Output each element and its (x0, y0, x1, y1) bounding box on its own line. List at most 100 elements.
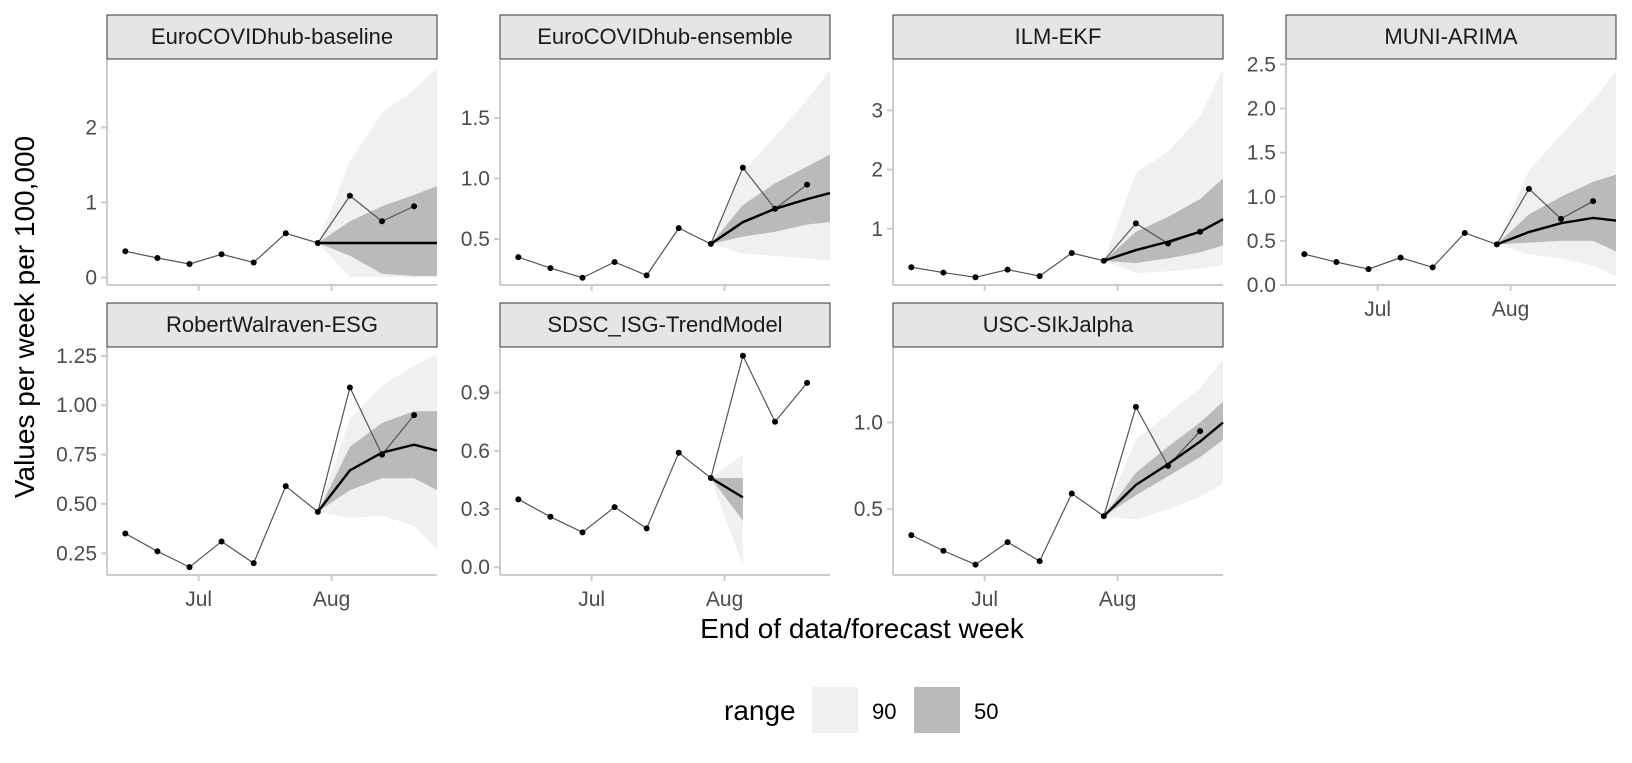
y-tick-label: 0.9 (461, 382, 490, 405)
observed-point (1004, 539, 1011, 546)
y-tick-label: 1 (85, 192, 97, 215)
observed-point (1004, 266, 1011, 273)
y-tick-label: 0.75 (56, 444, 97, 467)
observed-point (282, 230, 289, 237)
y-tick-label: 0.50 (56, 493, 97, 516)
observed-line (1304, 187, 1594, 270)
legend-swatch-90 (812, 687, 858, 733)
y-tick-label: 0.0 (1247, 274, 1276, 297)
observed-point (250, 259, 257, 266)
facet-panel: SDSC_ISG-TrendModel 0.0 0.3 0.6 0.9 Jul Aug (461, 302, 831, 611)
observed-point (675, 225, 682, 232)
facet-strip (106, 14, 438, 60)
observed-point (1590, 198, 1597, 205)
facet-panel: USC-SIkJalpha 0.5 1.0 Jul Aug (854, 302, 1224, 611)
observed-point (379, 218, 385, 225)
observed-point (250, 560, 257, 567)
legend-label-50: 50 (974, 699, 998, 724)
observed-point (314, 240, 321, 246)
observed-point (346, 384, 353, 391)
observed-point (1429, 264, 1436, 271)
facet-strip-label: RobertWalraven-ESG (166, 312, 378, 337)
observed-point (411, 412, 418, 419)
observed-point (122, 248, 129, 255)
range-50-band (710, 154, 830, 244)
observed-point (282, 483, 289, 490)
observed-point (379, 451, 385, 458)
facet-strip (1285, 14, 1617, 60)
x-tick-label: Aug (706, 588, 743, 611)
observed-point (940, 269, 947, 276)
y-tick-label: 2.0 (1247, 98, 1276, 121)
facet-strip-label: USC-SIkJalpha (983, 312, 1134, 337)
observed-point (675, 449, 682, 456)
median-forecast-line (1496, 216, 1617, 246)
facet-strip-label: SDSC_ISG-TrendModel (547, 312, 782, 337)
observed-point (739, 352, 746, 359)
facet-panel: RobertWalraven-ESG 0.25 0.50 0.75 1.00 1.25 Ju… (56, 302, 438, 611)
range-50-band (710, 477, 743, 521)
y-tick-label: 1.0 (1247, 186, 1276, 209)
observed-point (579, 274, 586, 281)
x-tick-label: Aug (313, 588, 350, 611)
observed-point (1365, 266, 1372, 273)
observed-point (1068, 250, 1075, 257)
facet-strip-label: EuroCOVIDhub-ensemble (537, 24, 793, 49)
y-tick-label: 2.5 (1247, 53, 1276, 76)
y-tick-label: 0.3 (461, 498, 490, 521)
observed-line (125, 385, 415, 568)
observed-point (1036, 273, 1043, 280)
y-tick-label: 0.5 (854, 498, 883, 521)
y-tick-label: 0.5 (461, 228, 490, 251)
facet-strip (892, 14, 1224, 60)
y-tick-label: 0 (85, 267, 97, 290)
y-tick-label: 1.5 (1247, 142, 1276, 165)
observed-point (707, 474, 714, 481)
y-tick-label: 1.25 (56, 345, 97, 368)
observed-point (1036, 558, 1043, 565)
y-tick-label: 1.0 (461, 168, 490, 191)
x-tick-label: Jul (578, 588, 605, 611)
observed-point (1197, 228, 1204, 235)
legend: range 90 50 (724, 687, 998, 733)
observed-point (611, 259, 618, 266)
observed-point (739, 164, 746, 171)
observed-point (122, 530, 129, 537)
facet-strip-label: ILM-EKF (1015, 24, 1102, 49)
facet-panel: EuroCOVIDhub-baseline 0 1 2 (85, 14, 438, 291)
observed-point (772, 205, 778, 212)
observed-point (1558, 215, 1564, 222)
observed-point (346, 192, 353, 199)
observed-point (1068, 490, 1075, 497)
facet-strip-label: EuroCOVIDhub-baseline (151, 24, 393, 49)
y-tick-label: 0.25 (56, 542, 97, 565)
observed-point (972, 274, 979, 281)
observed-point (1165, 462, 1171, 469)
legend-label-90: 90 (872, 699, 896, 724)
observed-point (1197, 428, 1204, 435)
x-tick-label: Jul (971, 588, 998, 611)
observed-line (911, 405, 1201, 566)
observed-point (1100, 257, 1107, 264)
observed-point (1333, 259, 1340, 266)
y-tick-label: 1.5 (461, 107, 490, 130)
observed-point (643, 272, 650, 279)
observed-point (411, 203, 418, 210)
observed-line (518, 166, 808, 279)
facet-panel: EuroCOVIDhub-ensemble 0.5 1.0 1.5 (461, 14, 831, 291)
observed-point (154, 548, 161, 555)
observed-point (154, 255, 161, 261)
y-tick-label: 2 (871, 159, 883, 182)
facet-strip (106, 302, 438, 348)
y-tick-label: 2 (85, 117, 97, 140)
y-tick-label: 0.6 (461, 440, 490, 463)
y-tick-label: 0.0 (461, 556, 490, 579)
observed-point (940, 547, 947, 554)
observed-point (1493, 241, 1500, 248)
range-50-band (1103, 178, 1223, 264)
facet-strip-label: MUNI-ARIMA (1384, 24, 1518, 49)
observed-point (186, 261, 193, 267)
observed-line (125, 194, 415, 265)
observed-point (547, 265, 554, 272)
